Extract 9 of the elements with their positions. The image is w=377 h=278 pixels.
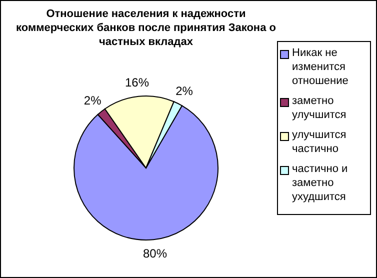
legend-label: улучшится частично	[292, 128, 348, 156]
legend-label: заметно улучшится	[292, 94, 348, 122]
legend-label: Никак не изменится отношение	[292, 46, 350, 88]
chart-title: Отношение населения к надежности коммерческих банков после принятия Закона о частных вкладах	[15, 7, 277, 49]
legend-label: частично и заметно ухудшится	[292, 162, 349, 204]
data-label: 16%	[124, 75, 150, 90]
data-label: 2%	[84, 94, 102, 108]
data-label: 2%	[176, 84, 194, 98]
data-label: 80%	[142, 246, 168, 261]
